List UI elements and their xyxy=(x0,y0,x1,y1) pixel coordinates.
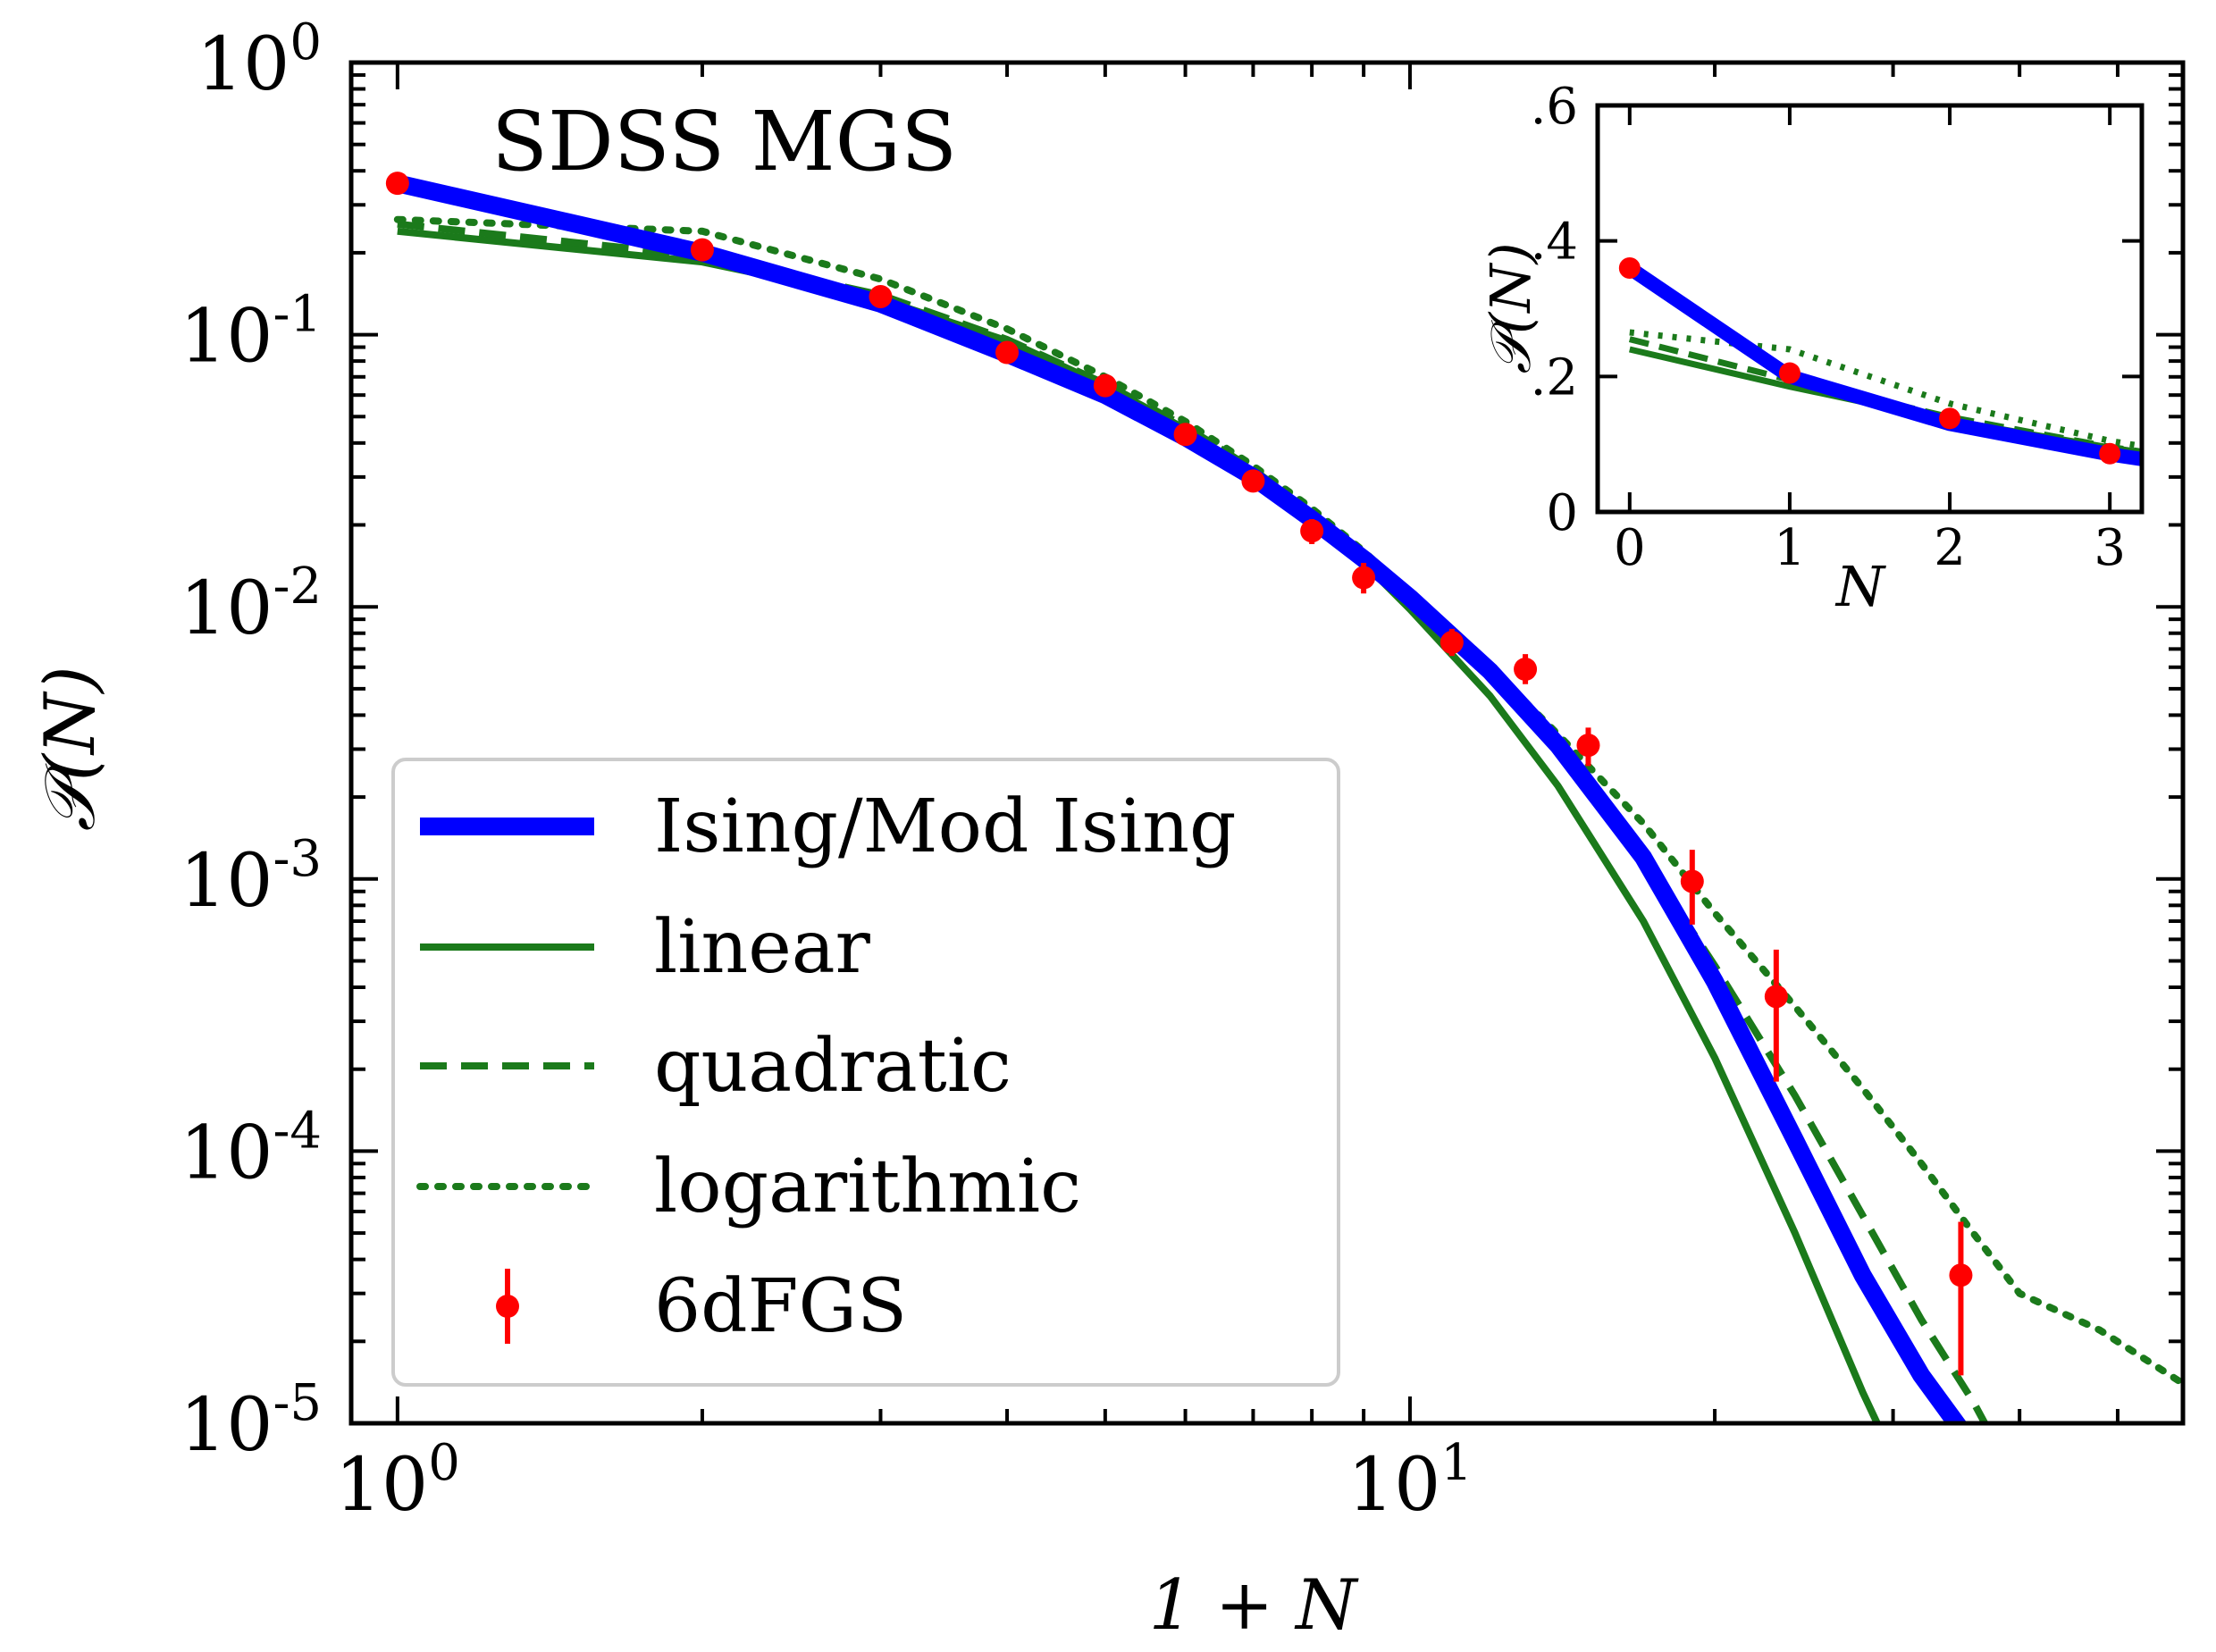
legend-entry-linear: linear xyxy=(420,905,871,990)
y-tick-label: 10-4 xyxy=(180,1102,322,1195)
data-point xyxy=(1680,869,1704,893)
data-point xyxy=(385,172,409,196)
data-point xyxy=(1764,985,1788,1009)
y-tick-label: 10-3 xyxy=(180,830,322,924)
legend-entry-ising-mod-ising: Ising/Mod Ising xyxy=(420,784,1237,869)
data-point xyxy=(1514,657,1538,681)
legend-label: quadratic xyxy=(654,1024,1011,1109)
inset-x-tick-label: 1 xyxy=(1774,519,1806,577)
inset-y-axis-label: 𝒫(N) xyxy=(1478,242,1543,373)
legend-entry-logarithmic: logarithmic xyxy=(416,1145,1081,1229)
x-tick-label: 101 xyxy=(1347,1434,1473,1528)
inset-x-tick-label: 0 xyxy=(1614,519,1646,577)
ticks-group xyxy=(351,61,2183,1425)
y-tick-label: 100 xyxy=(197,13,322,107)
y-tick-label: 10-1 xyxy=(180,286,322,380)
inset-chart: 0 1 2 3 0 .2 .4 .6 N 𝒫(N) xyxy=(1478,78,2145,619)
data-points-6dfgs xyxy=(385,172,1973,1376)
x-axis-label: 1 + N xyxy=(1149,1565,1360,1646)
data-point xyxy=(1352,566,1376,590)
y-axis-label: 𝒫(N) xyxy=(30,666,111,831)
inset-y-tick-label: .2 xyxy=(1531,348,1578,407)
data-point xyxy=(1093,373,1117,398)
inset-y-tick-label: .4 xyxy=(1531,214,1578,272)
legend-entry-quadratic: quadratic xyxy=(420,1024,1011,1109)
legend-entry-6dfgs: 6dFGS xyxy=(496,1264,907,1349)
data-point xyxy=(1173,423,1197,447)
data-point xyxy=(1576,734,1600,758)
inset-x-tick-label: 2 xyxy=(1934,519,1966,577)
inset-x-axis-label: N xyxy=(1834,554,1887,619)
tick-labels-group: 100 101 100 10-1 10-2 10-3 10-4 10-5 xyxy=(180,13,1473,1528)
legend: Ising/Mod Ising linear quadratic logarithmi… xyxy=(391,758,1340,1387)
inset-series-line-logarithmic xyxy=(1629,329,2142,449)
axes-frame xyxy=(348,60,2186,1426)
inset-x-tick-label: 3 xyxy=(2094,519,2126,577)
legend-label: linear xyxy=(654,905,871,990)
data-point xyxy=(995,340,1020,365)
y-tick-label: 10-5 xyxy=(180,1374,322,1468)
inset-data-point xyxy=(1778,362,1800,384)
data-point xyxy=(1949,1263,1973,1287)
legend-frame xyxy=(391,758,1340,1387)
data-point xyxy=(869,284,893,308)
legend-label: 6dFGS xyxy=(654,1264,907,1349)
y-tick-label: 10-2 xyxy=(180,558,322,651)
data-point xyxy=(1241,469,1265,493)
inset-data-point xyxy=(2099,442,2121,465)
x-tick-label: 100 xyxy=(335,1434,460,1528)
chart-title: SDSS MGS xyxy=(491,94,957,189)
inset-data-point xyxy=(1939,407,1961,430)
legend-label: logarithmic xyxy=(654,1145,1081,1229)
inset-data-point xyxy=(1618,257,1641,279)
data-point xyxy=(690,238,714,262)
legend-swatch xyxy=(496,1295,519,1318)
data-point xyxy=(1440,631,1464,655)
inset-series-line-quadratic xyxy=(1628,336,2142,455)
inset-y-tick-label: 0 xyxy=(1546,484,1578,542)
inset-y-tick-label: .6 xyxy=(1531,78,1578,136)
data-point xyxy=(1300,519,1324,543)
inset-frame xyxy=(1595,103,2145,515)
legend-label: Ising/Mod Ising xyxy=(654,784,1237,869)
